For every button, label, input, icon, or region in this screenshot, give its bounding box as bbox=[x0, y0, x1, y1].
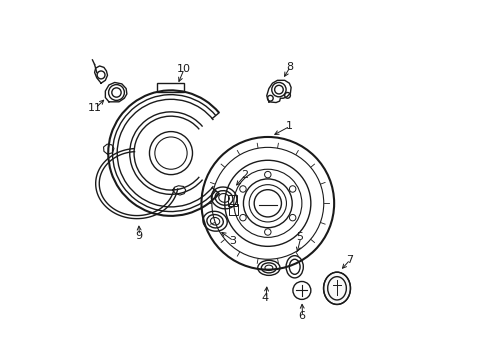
Text: 4: 4 bbox=[261, 293, 268, 303]
Text: 8: 8 bbox=[285, 62, 293, 72]
Circle shape bbox=[243, 179, 292, 228]
Ellipse shape bbox=[323, 272, 350, 305]
Text: 2: 2 bbox=[241, 170, 248, 180]
Text: 7: 7 bbox=[346, 255, 352, 265]
Bar bbox=[228, 204, 237, 215]
Text: 11: 11 bbox=[87, 103, 102, 113]
Text: 5: 5 bbox=[296, 232, 303, 242]
Text: 6: 6 bbox=[298, 311, 305, 321]
Text: 3: 3 bbox=[229, 236, 236, 246]
Text: 10: 10 bbox=[176, 64, 190, 74]
Bar bbox=[157, 83, 184, 92]
Text: 1: 1 bbox=[285, 121, 292, 131]
Text: 9: 9 bbox=[135, 231, 142, 240]
Bar bbox=[228, 195, 237, 206]
